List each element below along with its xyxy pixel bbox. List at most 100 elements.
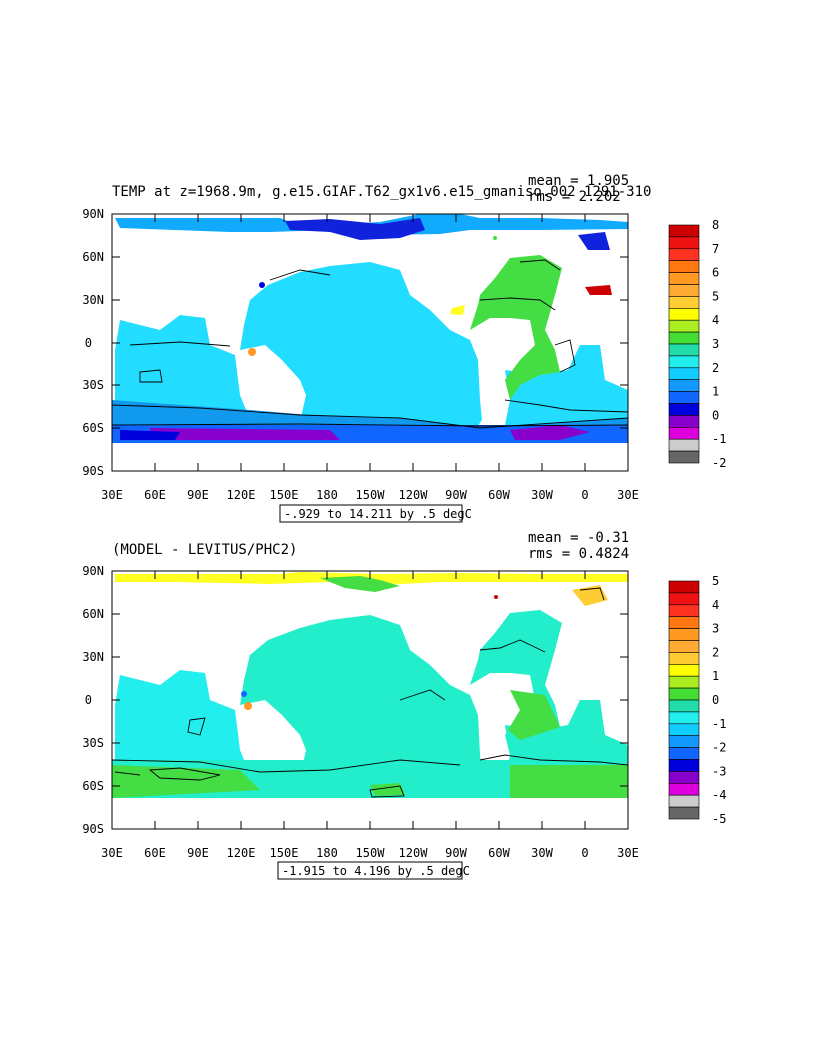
- colorbar-swatch: [668, 759, 700, 772]
- panel-1-lon-axis: 30E 60E 90E 120E 150E 180 150W 120W 90W …: [101, 214, 639, 502]
- lat-label: 90S: [82, 822, 104, 836]
- lon-label: 120W: [399, 846, 429, 860]
- lon-label: 90E: [187, 488, 209, 502]
- lat-label: 30S: [82, 736, 104, 750]
- lon-label: 150E: [270, 846, 299, 860]
- panel-1-lat-axis: 90N 60N 30N 0 30S 60S 90S: [82, 207, 628, 478]
- colorbar-label: 6: [712, 266, 719, 280]
- panel-2: (MODEL - LEVITUS/PHC2) mean = -0.31 rms …: [82, 530, 726, 880]
- lat-label: 90N: [82, 207, 104, 221]
- colorbar-swatch: [668, 272, 700, 285]
- colorbar-label: 5: [712, 574, 719, 588]
- lon-label: 60W: [488, 488, 510, 502]
- colorbar-label: 2: [712, 645, 719, 659]
- lon-label: 30E: [617, 846, 639, 860]
- lon-label: 30E: [101, 488, 123, 502]
- lon-label: 60E: [144, 488, 166, 502]
- colorbar-swatch: [668, 248, 700, 262]
- colorbar-swatch: [668, 450, 700, 464]
- lon-label: 60W: [488, 846, 510, 860]
- lon-label: 150W: [356, 488, 386, 502]
- lon-label: 90E: [187, 846, 209, 860]
- colorbar-label: -5: [712, 812, 726, 826]
- colorbar-label: 4: [712, 598, 719, 612]
- panel-2-lon-axis: 30E 60E 90E 120E 150E 180 150W 120W 90W …: [101, 571, 639, 860]
- colorbar-swatch: [668, 580, 700, 594]
- lat-label: 90S: [82, 464, 104, 478]
- panel-2-lat-axis: 90N 60N 30N 0 30S 60S 90S: [82, 564, 628, 836]
- colorbar-swatch: [668, 628, 700, 641]
- panel-1-colorbar: 8 7 6 5 4 3 2 1 0 -1 -2: [668, 218, 726, 470]
- panel-2-contours: [111, 587, 629, 798]
- lon-label: 120W: [399, 488, 429, 502]
- colorbar-label: 0: [712, 693, 719, 707]
- panel-2-colorbar: 5 4 3 2 1 0 -1 -2 -3 -4 -5: [668, 574, 726, 826]
- colorbar-swatch: [668, 355, 700, 369]
- lat-label: 90N: [82, 564, 104, 578]
- panel-1-range-box: [279, 504, 463, 523]
- lat-label: 60N: [82, 607, 104, 621]
- colorbar-swatch: [668, 675, 700, 689]
- colorbar-label: 7: [712, 242, 719, 256]
- colorbar-swatch: [668, 331, 700, 345]
- lat-label: 30N: [82, 650, 104, 664]
- lon-label: 180: [316, 488, 338, 502]
- panel-1-contours: [111, 259, 629, 429]
- lat-label: 0: [85, 693, 92, 707]
- colorbar-label: 1: [712, 385, 719, 399]
- colorbar-label: -2: [712, 456, 726, 470]
- colorbar-swatch: [668, 806, 700, 820]
- colorbar-swatch: [668, 343, 700, 357]
- lat-label: 30S: [82, 378, 104, 392]
- panel-2-title: (MODEL - LEVITUS/PHC2): [112, 542, 297, 558]
- colorbar-swatch: [668, 735, 700, 748]
- colorbar-swatch: [668, 604, 700, 617]
- lat-label: 60S: [82, 421, 104, 435]
- colorbar-swatch: [668, 296, 700, 309]
- lon-label: 0: [581, 488, 588, 502]
- panel-1-map-fill: [112, 214, 628, 443]
- lat-label: 30N: [82, 293, 104, 307]
- colorbar-swatch: [668, 699, 700, 713]
- colorbar-label: -3: [712, 764, 726, 778]
- lat-label: 0: [85, 336, 92, 350]
- lon-label: 30W: [531, 488, 553, 502]
- colorbar-label: -4: [712, 788, 726, 802]
- colorbar-label: 3: [712, 337, 719, 351]
- lon-label: 30E: [617, 488, 639, 502]
- colorbar-swatch: [668, 403, 700, 416]
- colorbar-label: -1: [712, 717, 726, 731]
- lat-label: 60N: [82, 250, 104, 264]
- lon-label: 90W: [445, 488, 467, 502]
- panel-1: TEMP at z=1968.9m, g.e15.GIAF.T62_gx1v6.…: [82, 173, 726, 523]
- colorbar-swatch: [668, 782, 700, 796]
- colorbar-label: 8: [712, 218, 719, 232]
- colorbar-swatch: [668, 687, 700, 701]
- colorbar-label: -2: [712, 741, 726, 755]
- panel-1-rms: rms = 2.202: [528, 189, 621, 205]
- colorbar-swatch: [668, 379, 700, 392]
- lon-label: 90W: [445, 846, 467, 860]
- colorbar-swatch: [668, 415, 700, 428]
- colorbar-swatch: [668, 640, 700, 653]
- lon-label: 180: [316, 846, 338, 860]
- colorbar-swatch: [668, 319, 700, 333]
- colorbar-label: 5: [712, 289, 719, 303]
- lon-label: 30E: [101, 846, 123, 860]
- lon-label: 0: [581, 846, 588, 860]
- colorbar-swatch: [668, 307, 700, 321]
- lon-label: 60E: [144, 846, 166, 860]
- colorbar-swatch: [668, 794, 700, 808]
- colorbar-swatch: [668, 236, 700, 250]
- colorbar-label: 1: [712, 669, 719, 683]
- panel-2-rms: rms = 0.4824: [528, 546, 629, 562]
- panel-2-range-box: [277, 861, 463, 880]
- colorbar-swatch: [668, 284, 700, 297]
- panel-1-range: -.929 to 14.211 by .5 degC: [284, 507, 472, 521]
- colorbar-swatch: [668, 771, 700, 784]
- panel-1-title: TEMP at z=1968.9m, g.e15.GIAF.T62_gx1v6.…: [112, 184, 651, 200]
- lon-label: 150E: [270, 488, 299, 502]
- colorbar-swatch: [668, 438, 700, 452]
- lon-label: 30W: [531, 846, 553, 860]
